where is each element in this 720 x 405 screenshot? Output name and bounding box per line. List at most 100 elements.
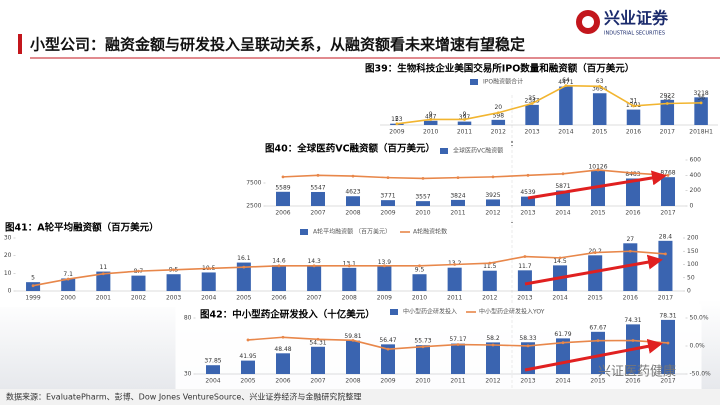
line-point [386,176,390,180]
y2-tick-label: 150 [687,248,699,255]
line-point [558,256,562,260]
x-tick-label: 2012 [482,295,497,302]
bar-value-label: 397 [459,114,471,121]
bar-value-label: 27 [626,236,634,243]
line-value-label: 31 [630,97,638,104]
bar [381,200,395,206]
bar [623,243,638,291]
x-tick-label: 2011 [450,210,465,217]
x-tick-label: 2011 [450,378,465,385]
bar-value-label: 48.48 [274,346,291,353]
x-tick-label: 1999 [25,295,40,302]
bar [591,331,605,374]
x-tick-label: 2013 [520,210,535,217]
chart-title: 图41：A轮平均融资额（百万美元） [5,222,159,234]
y-tick-label: 20 [4,252,12,259]
line-point [453,263,457,266]
line-point [395,122,399,126]
bar [451,343,465,374]
x-tick-label: 2013 [520,378,535,385]
bar-value-label: 58.33 [519,335,536,342]
line-point [564,84,568,88]
line-point [347,264,351,268]
y-tick-label: 10 [4,270,12,277]
y2-tick-label: 100 [687,261,699,268]
x-tick-label: 2017 [660,210,675,217]
chart-bg [245,146,702,222]
line-point [31,284,35,288]
bar-value-label: 10126 [588,163,607,170]
chart-title: 图40：全球医药VC融资额（百万美元） [265,143,435,155]
line-point [316,173,320,177]
y2-tick-label: 50 [687,274,695,281]
line-point [66,277,70,281]
line-point [598,84,602,88]
line-point [277,264,281,268]
bar [377,266,392,291]
bar-value-label: 7.1 [63,271,73,278]
line-point [530,102,534,105]
line-point [631,171,635,175]
bar-value-label: 61.79 [554,331,571,338]
line-point [526,344,530,348]
legend-label: A轮平均融资额 （百万美元） [313,228,391,236]
line-point [561,341,565,345]
bar-value-label: 11.5 [483,263,497,270]
bar [416,201,430,206]
legend-label: 全球医药VC融资额 [453,147,503,155]
x-tick-label: 2009 [380,378,395,385]
bar [525,104,539,125]
x-tick-label: 2008 [345,210,360,217]
x-tick-label: 2009 [377,295,392,302]
bar-value-label: 14.5 [553,258,567,265]
x-tick-label: 2013 [517,295,532,302]
bar-value-label: 37.85 [204,358,221,365]
bar [381,344,395,374]
line-point [312,264,316,268]
bar-value-label: 14.6 [272,258,286,265]
bar-value-label: 78.31 [659,312,676,319]
bar [559,86,573,125]
bar [626,178,640,206]
line-point [593,251,597,254]
x-tick-label: 2010 [423,129,438,136]
line-point [491,343,495,347]
bar [271,265,287,291]
x-tick-label: 2006 [275,378,290,385]
y-tick-label: 2500 [246,203,261,210]
bar [592,93,607,125]
line-point [101,272,105,276]
line-point [666,341,670,345]
line-point [281,335,285,339]
bar-value-label: 8768 [660,170,675,177]
bar-value-label: 41.95 [239,353,256,360]
y-tick-label: 7500 [246,180,261,187]
bar-value-label: 3925 [485,192,500,199]
x-tick-label: 2008 [342,295,357,302]
bar [311,191,325,206]
bar [166,274,181,291]
y2-tick-label: 50.0% [690,315,709,322]
title-accent [18,34,22,54]
x-tick-label: 2004 [205,378,220,385]
line-point [421,345,425,349]
bar-value-label: 5871 [555,183,570,190]
bar [412,274,427,291]
line-point [496,111,500,115]
line-point [632,104,635,108]
line-point [382,264,386,268]
bar-value-label: 13.9 [378,259,392,266]
trend-arrow [527,170,667,200]
line-point [596,168,600,172]
x-tick-label: 2013 [524,129,539,136]
legend-label: A轮融资轮数 [413,228,447,236]
x-tick-label: 2012 [485,210,500,217]
line-point [628,249,632,253]
bar [661,177,675,206]
line [282,169,669,180]
x-tick-label: 2014 [555,210,570,217]
line-point [491,175,495,179]
bar-value-label: 5 [31,275,35,282]
chart-bg [175,304,702,390]
